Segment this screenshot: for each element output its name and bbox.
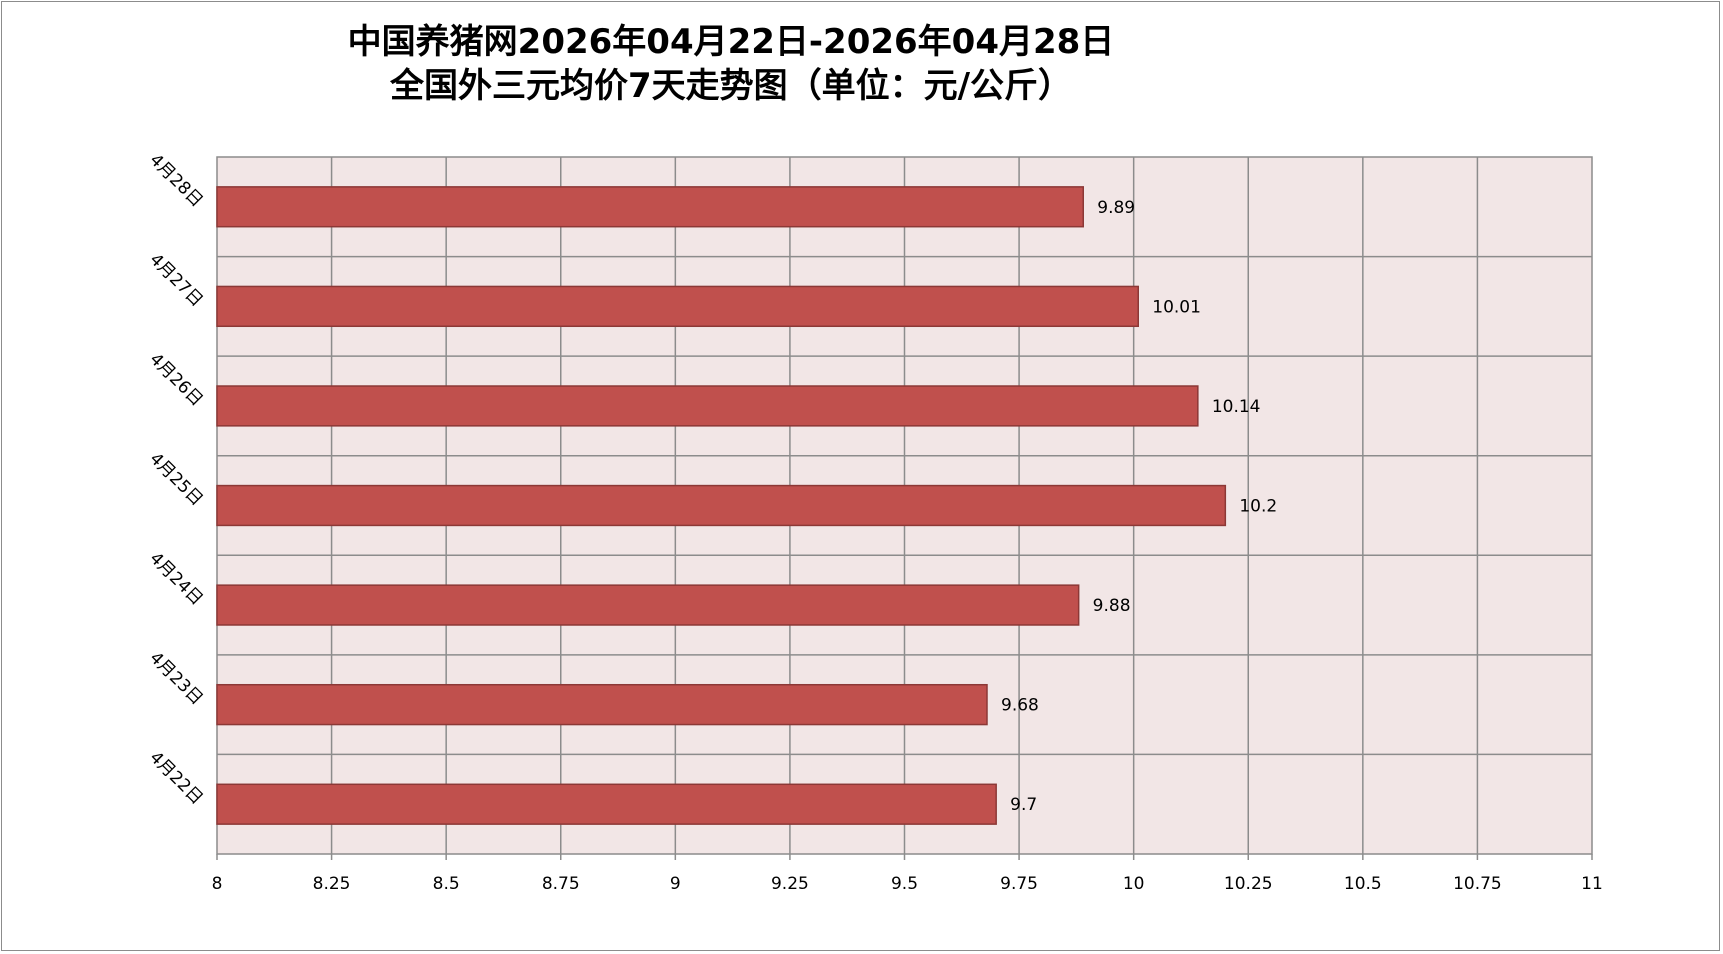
bar [216,584,1080,626]
x-tick-label: 8 [212,874,223,894]
category-label: 4月25日 [145,449,206,510]
x-tick-label: 8.25 [313,874,351,894]
chart-title: 中国养猪网2026年04月22日-2026年04月28日 全国外三元均价7天走势… [0,20,1462,108]
category-label: 4月23日 [145,648,206,709]
bar [216,186,1084,228]
bar-value-label: 9.88 [1093,596,1131,616]
bar [216,783,997,825]
category-label: 4月26日 [145,349,206,410]
x-tick-label: 10.25 [1224,874,1273,894]
x-tick-label: 8.75 [542,874,580,894]
x-tick-label: 9.25 [771,874,809,894]
x-tick-label: 10.75 [1453,874,1502,894]
bar [216,285,1139,328]
x-tick-label: 9.5 [891,874,918,894]
bar-value-label: 10.01 [1152,297,1201,317]
category-label: 4月27日 [145,250,206,311]
bar-value-label: 10.2 [1239,497,1277,517]
bar-value-label: 10.14 [1212,397,1261,417]
x-tick-label: 10.5 [1344,874,1382,894]
bar-value-label: 9.89 [1097,198,1135,218]
chart-title-line-1: 中国养猪网2026年04月22日-2026年04月28日 [347,22,1115,62]
category-label: 4月24日 [145,548,206,609]
bar-value-label: 9.7 [1010,795,1037,815]
x-tick-label: 9 [670,874,681,894]
x-tick-label: 9.75 [1000,874,1038,894]
bar-value-label: 9.68 [1001,696,1039,716]
bar [216,385,1199,427]
x-tick-label: 8.5 [433,874,460,894]
category-label: 4月28日 [145,150,206,211]
chart-title-line-2: 全国外三元均价7天走势图（单位：元/公斤） [389,66,1073,106]
x-tick-label: 11 [1581,874,1603,894]
bar [216,484,1227,527]
bar [216,683,988,726]
x-tick-label: 10 [1123,874,1145,894]
category-label: 4月22日 [145,748,206,809]
